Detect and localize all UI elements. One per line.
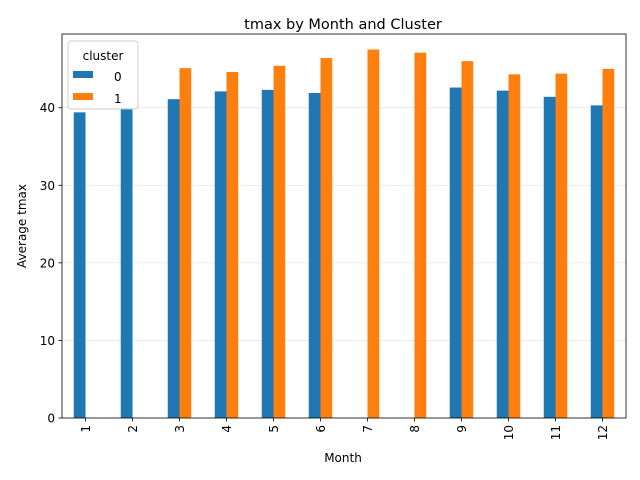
bar-series-1-month-4 [226,72,239,419]
bar-series-1-month-6 [320,58,333,418]
y-tick-label-0: 0 [47,412,55,426]
legend-label-0: 0 [114,70,122,84]
bar-series-0-month-2 [120,107,133,419]
bar-series-0-month-1 [73,112,86,419]
x-tick-label-11: 12 [596,425,610,440]
plot-frame [61,33,627,419]
bar-series-1-month-5 [273,65,286,418]
chart-title: tmax by Month and Cluster [244,17,442,33]
x-tick-label-3: 4 [220,425,234,433]
x-tick-label-0: 1 [79,425,93,433]
bar-series-1-month-7 [367,49,380,419]
legend-swatch-0 [73,71,93,78]
bar-series-1-month-11 [555,73,568,419]
y-tick-label-2: 20 [40,256,55,270]
x-tick-label-2: 3 [173,425,187,433]
x-axis: 1 2 3 4 5 6 7 8 9 10 11 12 [79,418,610,440]
y-tick-label-3: 30 [40,179,55,193]
legend-swatch-1 [73,93,93,100]
x-tick-label-4: 5 [267,425,281,433]
bar-series-0-month-12 [590,105,603,419]
y-tick-label-4: 40 [40,101,55,115]
legend: cluster 0 1 [67,40,139,110]
bars [73,49,615,419]
x-tick-label-5: 6 [314,425,328,433]
bar-series-0-month-11 [543,96,556,418]
y-axis: 0 10 20 30 40 [40,101,62,426]
bar-series-1-month-12 [602,68,615,418]
x-axis-label: Month [324,451,362,465]
legend-label-1: 1 [114,92,122,106]
bar-series-0-month-3 [167,99,180,418]
bar-series-1-month-10 [508,74,521,419]
bar-series-0-month-5 [261,89,274,418]
x-tick-label-6: 7 [361,425,375,433]
bar-series-0-month-4 [214,91,227,418]
x-tick-label-9: 10 [502,425,516,440]
x-tick-label-7: 8 [408,425,422,433]
x-tick-label-10: 11 [549,425,563,440]
y-tick-label-1: 10 [40,334,55,348]
x-tick-label-1: 2 [126,425,140,433]
bar-series-0-month-6 [308,92,321,418]
x-tick-label-8: 9 [455,425,469,433]
legend-box [67,40,139,110]
bar-series-0-month-10 [496,90,509,418]
y-axis-label: Average tmax [15,184,29,268]
bar-series-0-month-9 [449,87,462,418]
legend-title: cluster [83,49,124,63]
bar-series-1-month-9 [461,61,474,418]
bar-series-1-month-3 [179,68,192,418]
bar-series-1-month-8 [414,52,427,418]
